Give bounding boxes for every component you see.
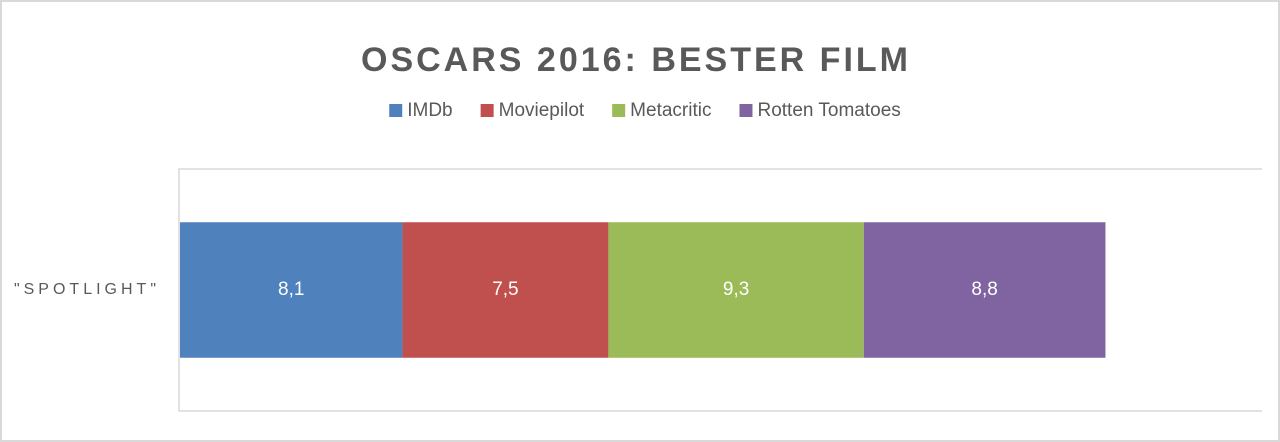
plot-border (178, 168, 1262, 412)
bar-segment (608, 222, 864, 358)
value-label: 9,3 (723, 279, 749, 300)
legend-swatch (389, 104, 403, 117)
legend-label: IMDb (407, 100, 452, 121)
bar-segment (402, 222, 609, 358)
legend: IMDb Moviepilot Metacritic Rotten Tomatoes (389, 100, 901, 121)
legend-swatch (480, 104, 494, 117)
value-label: 7,5 (492, 279, 518, 300)
bar-segment (180, 222, 403, 358)
legend-swatch (612, 104, 626, 117)
legend-label: Metacritic (630, 100, 711, 121)
legend-label: Moviepilot (499, 100, 585, 121)
value-label: 8,1 (278, 279, 304, 300)
value-label: 8,8 (971, 279, 997, 300)
legend-label: Rotten Tomatoes (757, 100, 900, 121)
legend-swatch (739, 104, 753, 117)
y-tick-label: "SPOTLIGHT" (14, 281, 160, 298)
chart-title: OSCARS 2016: BESTER FILM (361, 41, 911, 79)
bar-segment (863, 222, 1106, 358)
